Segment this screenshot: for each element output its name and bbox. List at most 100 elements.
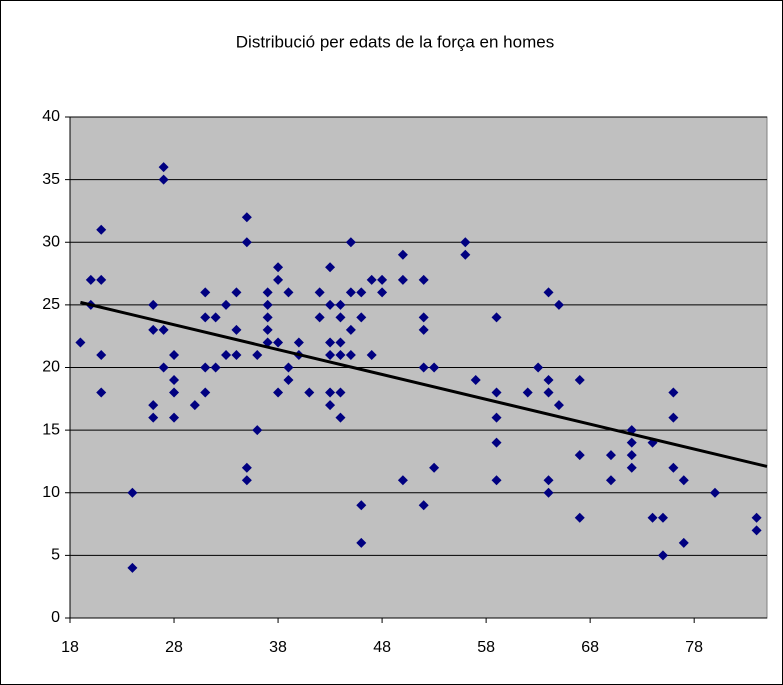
point bbox=[325, 400, 336, 411]
point bbox=[574, 512, 585, 523]
point bbox=[127, 487, 138, 498]
point bbox=[751, 512, 762, 523]
point bbox=[668, 462, 679, 473]
point bbox=[231, 287, 242, 298]
point bbox=[283, 287, 294, 298]
y-tick-label: 0 bbox=[51, 609, 60, 626]
point bbox=[325, 349, 336, 360]
point bbox=[325, 262, 336, 273]
point bbox=[605, 450, 616, 461]
point bbox=[345, 237, 356, 248]
point bbox=[335, 299, 346, 310]
y-tick-label: 15 bbox=[42, 421, 60, 438]
point bbox=[148, 412, 159, 423]
y-tick-label: 10 bbox=[42, 484, 60, 501]
point bbox=[262, 299, 273, 310]
point bbox=[397, 274, 408, 285]
point bbox=[345, 324, 356, 335]
point bbox=[574, 450, 585, 461]
point bbox=[418, 500, 429, 511]
point bbox=[751, 525, 762, 536]
y-tick-label: 40 bbox=[42, 108, 60, 125]
point bbox=[169, 412, 180, 423]
point bbox=[418, 324, 429, 335]
point bbox=[293, 337, 304, 348]
point bbox=[148, 324, 159, 335]
point bbox=[335, 349, 346, 360]
point bbox=[148, 400, 159, 411]
x-tick-label: 48 bbox=[373, 639, 391, 656]
point bbox=[553, 400, 564, 411]
point bbox=[85, 274, 96, 285]
point bbox=[210, 312, 221, 323]
point bbox=[522, 387, 533, 398]
point bbox=[345, 287, 356, 298]
point bbox=[75, 337, 86, 348]
point bbox=[543, 387, 554, 398]
point bbox=[626, 450, 637, 461]
trend-line bbox=[80, 300, 768, 468]
point bbox=[221, 299, 232, 310]
point bbox=[262, 324, 273, 335]
point bbox=[252, 425, 263, 436]
point bbox=[189, 400, 200, 411]
point bbox=[325, 337, 336, 348]
point bbox=[158, 324, 169, 335]
point bbox=[158, 362, 169, 373]
x-tick-label: 58 bbox=[477, 639, 495, 656]
point bbox=[366, 274, 377, 285]
point bbox=[345, 349, 356, 360]
point bbox=[325, 387, 336, 398]
point bbox=[283, 362, 294, 373]
point bbox=[335, 312, 346, 323]
y-tick-label: 30 bbox=[42, 233, 60, 250]
point bbox=[210, 362, 221, 373]
point bbox=[169, 387, 180, 398]
x-tick-label: 28 bbox=[165, 639, 183, 656]
point bbox=[200, 362, 211, 373]
point bbox=[491, 312, 502, 323]
point bbox=[356, 500, 367, 511]
point bbox=[647, 512, 658, 523]
point bbox=[273, 262, 284, 273]
point bbox=[366, 349, 377, 360]
point bbox=[314, 287, 325, 298]
point bbox=[304, 387, 315, 398]
point bbox=[200, 287, 211, 298]
point bbox=[657, 512, 668, 523]
point bbox=[283, 375, 294, 386]
y-tick-label: 5 bbox=[51, 547, 60, 564]
point bbox=[262, 312, 273, 323]
point bbox=[678, 475, 689, 486]
point bbox=[377, 287, 388, 298]
point bbox=[252, 349, 263, 360]
point bbox=[356, 287, 367, 298]
point bbox=[169, 375, 180, 386]
x-tick-label: 78 bbox=[685, 639, 703, 656]
point bbox=[668, 412, 679, 423]
point bbox=[96, 349, 107, 360]
point bbox=[148, 299, 159, 310]
point bbox=[460, 249, 471, 260]
point bbox=[356, 537, 367, 548]
y-tick-label: 35 bbox=[42, 171, 60, 188]
point bbox=[470, 375, 481, 386]
point bbox=[491, 475, 502, 486]
point bbox=[543, 475, 554, 486]
point bbox=[169, 349, 180, 360]
point bbox=[314, 312, 325, 323]
x-tick-label: 18 bbox=[61, 639, 79, 656]
point bbox=[96, 224, 107, 235]
point bbox=[377, 274, 388, 285]
point bbox=[241, 237, 252, 248]
point bbox=[533, 362, 544, 373]
point bbox=[200, 312, 211, 323]
point bbox=[429, 462, 440, 473]
point bbox=[335, 387, 346, 398]
point bbox=[491, 437, 502, 448]
x-tick-label: 38 bbox=[269, 639, 287, 656]
point bbox=[543, 487, 554, 498]
chart-title: Distribució per edats de la força en hom… bbox=[236, 32, 554, 51]
point bbox=[668, 387, 679, 398]
